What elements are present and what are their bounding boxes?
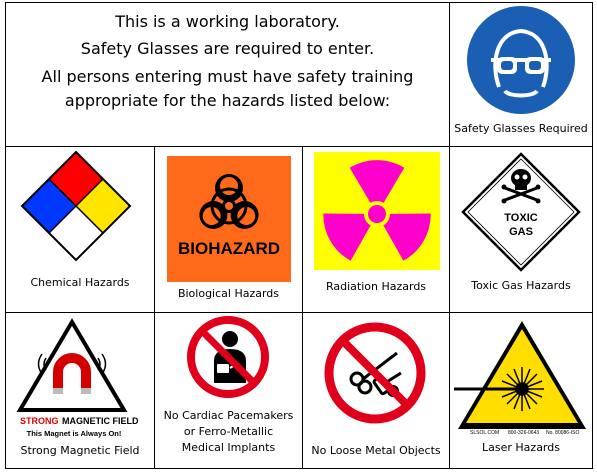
toxic-label: TOXIC: [504, 212, 537, 224]
intro-line-1: This is a working laboratory.: [115, 12, 340, 31]
always-on-label: This Magnet is Always On!: [27, 429, 122, 438]
intro-line-2: Safety Glasses are required to enter.: [80, 39, 375, 58]
gas-label: GAS: [509, 226, 533, 238]
sign-laser: SLSOL.COM 800-326-0643 No. 80086-ISO Las…: [449, 312, 593, 469]
caption-magnetic: Strong Magnetic Field: [20, 444, 140, 457]
safety-glasses-icon: [467, 6, 575, 114]
laser-fine-print-3: No. 80086-ISO: [546, 430, 579, 436]
strong-label: STRONG: [20, 416, 59, 426]
caption-biological: Biological Hazards: [177, 287, 280, 300]
no-pacemaker-icon: [187, 316, 269, 398]
sign-chemical: Chemical Hazards: [5, 146, 155, 313]
hazard-table: This is a working laboratory. Safety Gla…: [5, 2, 593, 469]
skull-crossbones-icon: TOXIC GAS: [461, 152, 581, 272]
laser-starburst-icon: SLSOL.COM 800-326-0643 No. 80086-ISO: [454, 321, 586, 436]
nfpa-diamond-icon: [20, 150, 132, 262]
caption-pacemaker-line-2: or Ferro-Metallic: [183, 425, 274, 438]
laser-fine-print-1: SLSOL.COM: [470, 430, 499, 436]
sign-radiation: Radiation Hazards: [302, 146, 450, 313]
caption-laser: Laser Hazards: [482, 441, 560, 454]
caption-toxic-gas: Toxic Gas Hazards: [471, 279, 571, 292]
magnetic-field-label: MAGNETIC FIELD: [62, 416, 139, 426]
caption-chemical: Chemical Hazards: [30, 276, 130, 289]
sign-biological: BIOHAZARD Biological Hazards: [154, 146, 303, 313]
magnet-icon: STRONG MAGNETIC FIELD This Magnet is Alw…: [16, 318, 139, 438]
sign-pacemaker: No Cardiac Pacemakers or Ferro-Metallic …: [154, 312, 303, 469]
laser-fine-print-2: 800-326-0643: [508, 430, 539, 436]
caption-safety-glasses: Safety Glasses Required: [454, 122, 588, 135]
no-metal-objects-icon: [324, 322, 426, 424]
biohazard-label: BIOHAZARD: [178, 239, 280, 258]
caption-pacemaker-line-1: No Cardiac Pacemakers: [163, 409, 294, 422]
sign-metal-objects: No Loose Metal Objects: [302, 312, 450, 469]
intro-cell: This is a working laboratory. Safety Gla…: [5, 2, 450, 147]
sign-toxic-gas: TOXIC GAS Toxic Gas Hazards: [449, 146, 593, 313]
sign-safety-glasses: Safety Glasses Required: [449, 2, 593, 147]
caption-radiation: Radiation Hazards: [325, 280, 427, 293]
intro-text: This is a working laboratory. Safety Gla…: [6, 3, 449, 113]
biohazard-icon: BIOHAZARD: [167, 156, 291, 282]
caption-pacemaker-line-3: Medical Implants: [181, 441, 276, 454]
intro-line-4: appropriate for the hazards listed below…: [64, 91, 391, 110]
sign-magnetic: STRONG MAGNETIC FIELD This Magnet is Alw…: [5, 312, 155, 469]
intro-line-3: All persons entering must have safety tr…: [41, 67, 414, 86]
caption-metal-objects: No Loose Metal Objects: [311, 444, 441, 457]
radiation-trefoil-icon: [314, 152, 440, 270]
